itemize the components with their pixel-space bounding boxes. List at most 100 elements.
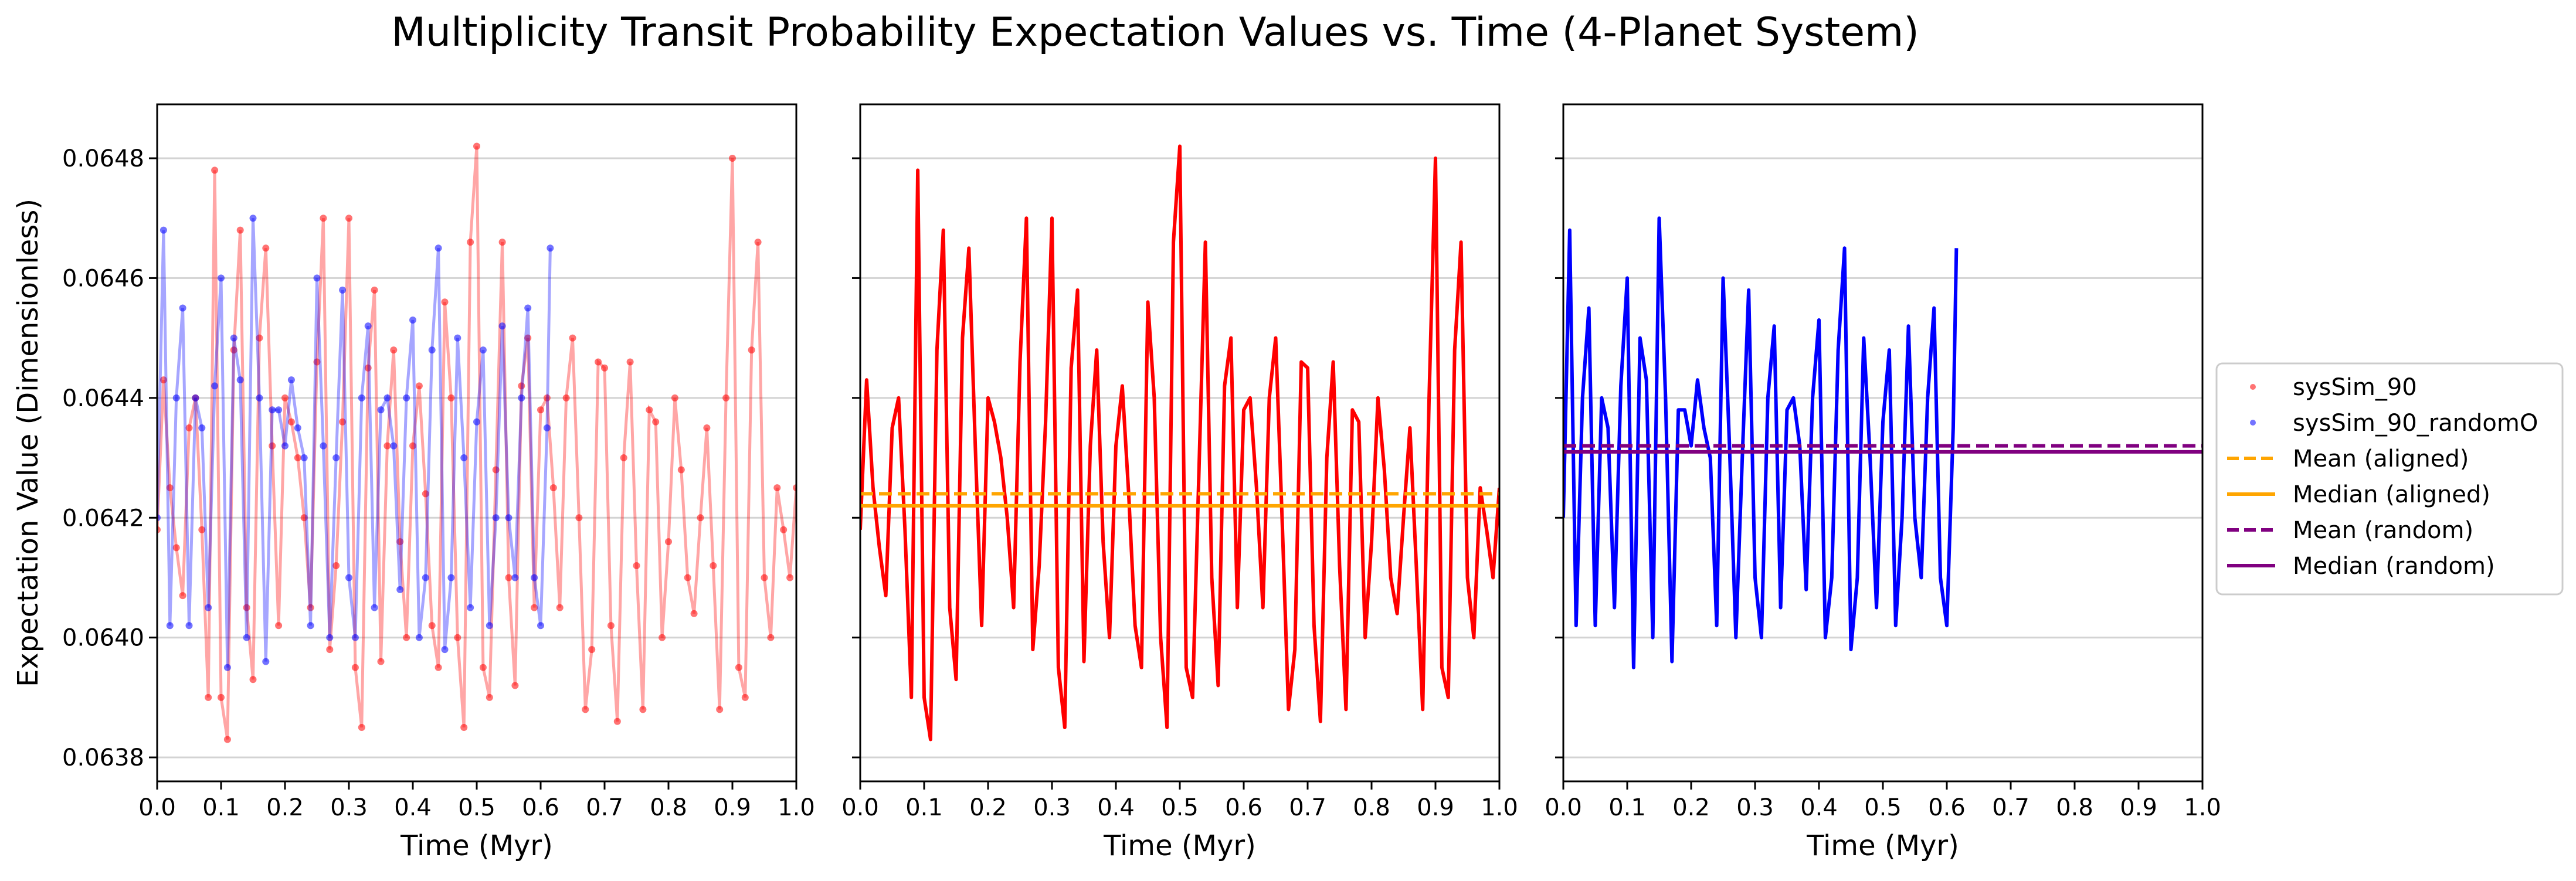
panel-right: 0.0 0.1 0.2 0.3 0.4 0.5 0.6 0.7 0.8 0.9 1.0 Time (M…: [1545, 103, 2221, 862]
x-tick-label: 0.1: [1608, 794, 1646, 821]
x-tick-label: 1.0: [778, 794, 815, 821]
data-point: [549, 484, 557, 492]
data-point: [505, 514, 513, 522]
data-point: [690, 610, 698, 617]
data-point: [748, 346, 755, 354]
x-tick-label: 0.3: [330, 794, 368, 821]
data-point: [281, 442, 289, 450]
data-point: [569, 334, 576, 342]
panel-left: 0.0 0.1 0.2 0.3 0.4 0.5 0.6 0.7 0.8 0.9 1.0 0.0638 0…: [12, 103, 815, 862]
x-axis-label: Time (Myr): [1103, 829, 1256, 862]
data-point: [205, 604, 212, 611]
data-point: [159, 376, 167, 384]
x-tick-label: 0.8: [2056, 794, 2093, 821]
x-axis-label: Time (Myr): [400, 829, 553, 862]
y-tick-label: 0.0648: [62, 145, 144, 172]
data-point: [531, 574, 538, 581]
data-point: [767, 634, 775, 641]
data-point: [518, 394, 525, 402]
data-point: [281, 394, 289, 402]
data-point: [390, 442, 398, 450]
data-point: [256, 334, 263, 342]
data-point: [249, 676, 257, 683]
x-tick-label: 0.9: [2120, 794, 2157, 821]
data-point: [575, 514, 583, 522]
data-point: [524, 334, 532, 342]
y-tick-label: 0.0642: [62, 505, 144, 532]
data-point: [390, 346, 398, 354]
data-point: [364, 364, 372, 372]
legend-label: Median (aligned): [2293, 481, 2490, 508]
x-tick-label: 0.8: [650, 794, 687, 821]
data-point: [230, 346, 237, 354]
data-point: [230, 334, 237, 342]
data-point: [313, 274, 321, 282]
data-point: [492, 466, 500, 474]
data-point: [256, 394, 263, 402]
data-point: [275, 406, 283, 414]
data-point: [269, 442, 276, 450]
data-point: [403, 394, 410, 402]
data-point: [403, 634, 410, 641]
data-point: [518, 382, 525, 390]
data-point: [582, 706, 589, 713]
data-point: [218, 693, 225, 701]
data-point: [652, 418, 660, 426]
data-point: [345, 574, 352, 581]
data-point: [396, 586, 404, 593]
data-point: [211, 382, 219, 390]
data-point: [166, 484, 174, 492]
data-point: [473, 142, 480, 150]
data-point: [537, 406, 544, 414]
x-tick-label: 0.3: [1033, 794, 1071, 821]
data-point: [415, 382, 423, 390]
data-point: [294, 424, 301, 431]
x-tick-label: 0.9: [1417, 794, 1454, 821]
x-tick-label: 0.0: [138, 794, 176, 821]
plot-area: [1563, 216, 2202, 669]
panel-middle: 0.0 0.1 0.2 0.3 0.4 0.5 0.6 0.7 0.8 0.9 1.0 Time (M…: [841, 103, 1518, 862]
data-point: [646, 406, 653, 414]
y-axis-label: Expectation Value (Dimensionless): [12, 199, 45, 687]
data-point: [588, 646, 596, 654]
data-point: [780, 526, 788, 533]
data-point: [677, 466, 685, 474]
data-point: [377, 658, 385, 665]
y-tick-label: 0.0646: [62, 265, 144, 292]
x-tick-label: 0.0: [841, 794, 879, 821]
data-point: [492, 514, 500, 522]
data-point: [287, 376, 295, 384]
data-point: [473, 418, 480, 426]
data-point: [556, 604, 564, 611]
data-point: [371, 286, 378, 294]
data-point: [454, 634, 461, 641]
data-point: [722, 394, 730, 402]
data-point: [396, 538, 404, 546]
legend-label: sysSim_90: [2293, 374, 2417, 401]
x-tick-label: 0.6: [522, 794, 559, 821]
data-point: [467, 604, 474, 611]
data-point: [223, 664, 231, 671]
data-point: [703, 424, 711, 431]
data-point: [249, 215, 257, 222]
data-point: [307, 622, 314, 630]
x-tick-label: 0.7: [586, 794, 623, 821]
legend-entry: sysSim_90_randomO: [2250, 410, 2538, 437]
data-point: [531, 604, 538, 611]
data-point: [447, 394, 455, 402]
data-point: [262, 658, 270, 665]
x-tick-label: 0.4: [1800, 794, 1838, 821]
data-point: [454, 334, 461, 342]
x-tick-label: 0.4: [1097, 794, 1135, 821]
y-tick-label: 0.0640: [62, 625, 144, 652]
x-tick-label: 0.8: [1353, 794, 1390, 821]
panels: 0.0 0.1 0.2 0.3 0.4 0.5 0.6 0.7 0.8 0.9 1.0 0.0638 0…: [12, 103, 2221, 862]
data-point: [441, 298, 449, 306]
data-point: [422, 574, 429, 581]
data-point: [665, 538, 672, 546]
legend: sysSim_90 sysSim_90_randomO Mean (aligned)…: [2215, 362, 2564, 596]
data-point: [428, 346, 436, 354]
data-point: [351, 634, 359, 641]
data-point: [262, 244, 270, 252]
